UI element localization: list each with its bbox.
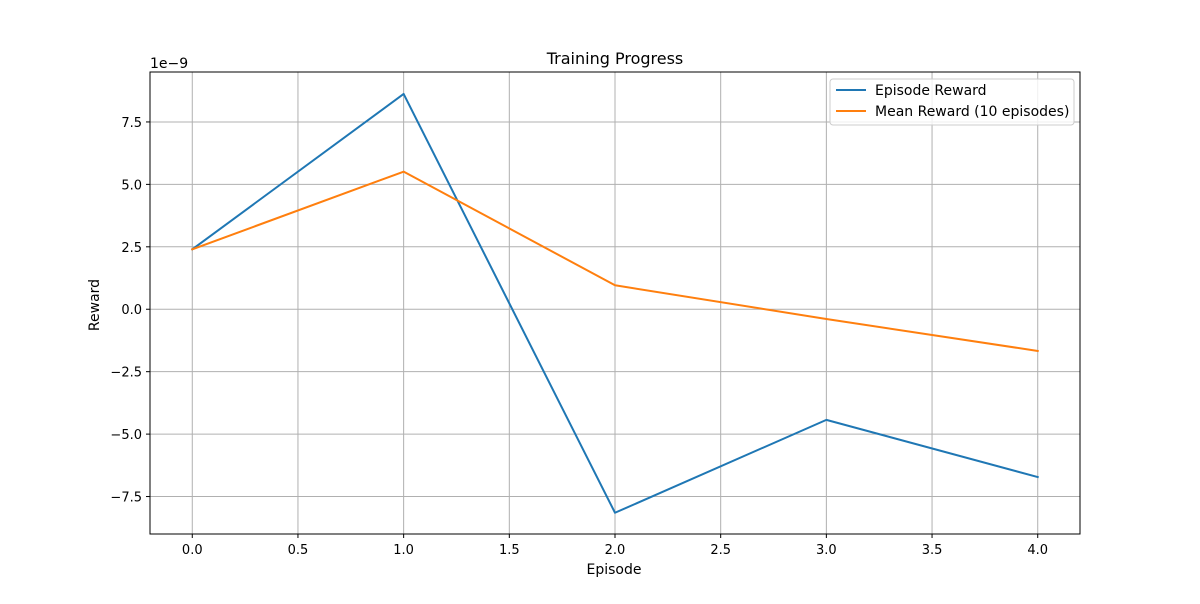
- chart-title: Training Progress: [546, 49, 684, 68]
- x-tick-label: 1.0: [393, 543, 414, 558]
- y-tick-label: 0.0: [121, 303, 142, 318]
- x-axis-label: Episode: [587, 562, 642, 578]
- x-tick-label: 0.5: [288, 543, 309, 558]
- y-tick-label: 2.5: [121, 241, 142, 256]
- y-tick-label: 7.5: [121, 116, 142, 131]
- x-axis-ticks: 0.0 0.5 1.0 1.5 2.0 2.5 3.0 3.5 4.0: [182, 534, 1048, 558]
- y-tick-label: −2.5: [110, 366, 142, 381]
- series-line-mean-reward-10-episodes: [190, 170, 1039, 353]
- x-tick-label: 3.0: [816, 543, 837, 558]
- legend-label-mean-reward: Mean Reward (10 episodes): [875, 104, 1069, 120]
- legend-label-episode-reward: Episode Reward: [875, 83, 987, 99]
- x-tick-label: 1.5: [499, 543, 520, 558]
- y-tick-label: −5.0: [110, 428, 142, 443]
- x-tick-label: 2.5: [710, 543, 731, 558]
- series-line-episode-reward: [190, 92, 1039, 514]
- legend: Episode Reward Mean Reward (10 episodes): [829, 78, 1075, 126]
- y-tick-label: −7.5: [110, 491, 142, 506]
- y-axis-scale-factor: 1e−9: [150, 56, 188, 72]
- legend-box: [829, 78, 1075, 126]
- x-tick-label: 2.0: [605, 543, 626, 558]
- x-tick-label: 0.0: [182, 543, 203, 558]
- y-axis-ticks: −7.5 −5.0 −2.5 0.0 2.5 5.0 7.5: [110, 116, 150, 506]
- y-tick-label: 5.0: [121, 178, 142, 193]
- series-lines: [190, 92, 1039, 514]
- y-axis-label: Reward: [87, 279, 103, 331]
- x-tick-label: 4.0: [1027, 543, 1048, 558]
- x-tick-label: 3.5: [922, 543, 943, 558]
